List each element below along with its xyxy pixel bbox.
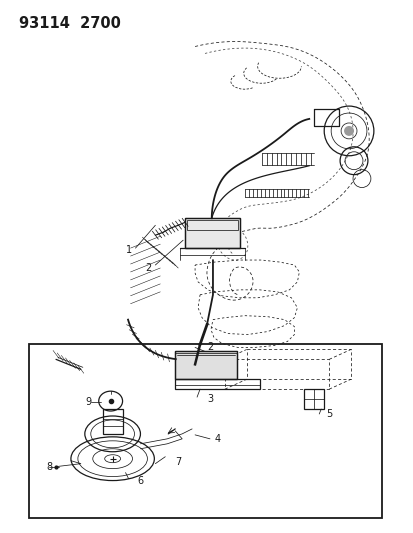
Text: 3: 3 — [206, 394, 213, 404]
Ellipse shape — [343, 126, 353, 136]
Bar — [175, 351, 236, 379]
Text: 93114  2700: 93114 2700 — [19, 15, 121, 31]
Bar — [175, 379, 259, 389]
Bar — [187, 220, 237, 230]
Text: 5: 5 — [325, 409, 332, 419]
Bar — [185, 219, 239, 248]
Text: 6: 6 — [137, 475, 143, 486]
Text: 9: 9 — [85, 397, 92, 407]
Text: 2: 2 — [145, 263, 151, 273]
Bar — [185, 219, 239, 248]
Text: 7: 7 — [175, 457, 181, 467]
Text: 2: 2 — [206, 343, 213, 352]
Text: 4: 4 — [214, 434, 221, 444]
Bar — [102, 409, 122, 434]
Text: 8: 8 — [46, 462, 52, 472]
Bar — [175, 351, 236, 379]
Bar — [304, 389, 323, 409]
Text: 1: 1 — [125, 245, 131, 255]
Bar — [29, 344, 381, 518]
